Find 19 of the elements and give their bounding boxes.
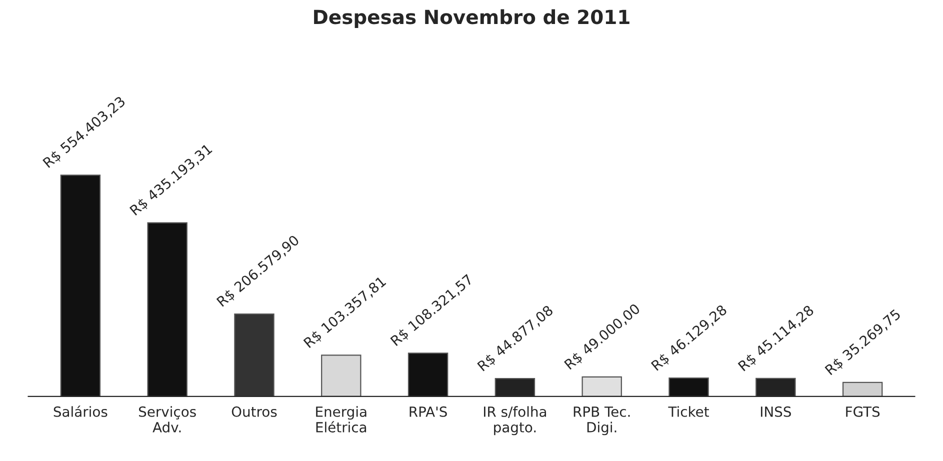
- bar: [321, 354, 362, 396]
- bar: [60, 174, 101, 396]
- x-tick-label: INSS: [760, 406, 791, 417]
- x-tick-label: Outros: [232, 406, 277, 417]
- bar: [408, 352, 448, 396]
- x-tick-label: Ticket: [668, 406, 709, 417]
- bar: [234, 313, 274, 396]
- x-tick-label: Salários: [54, 406, 108, 417]
- x-tick-label: FGTS: [846, 406, 880, 417]
- bar: [668, 377, 709, 396]
- bar: [842, 382, 883, 396]
- chart-title: Despesas Novembro de 2011: [314, 9, 630, 28]
- bar: [582, 376, 622, 396]
- x-tick-label: RPB Tec. Digi.: [574, 406, 630, 436]
- x-tick-label: Energia Elétrica: [316, 406, 366, 432]
- bar: [147, 222, 188, 396]
- x-tick-label: RPA'S: [410, 406, 447, 417]
- x-tick-label: IR s/folha pagto.: [484, 406, 546, 436]
- x-tick-label: Serviços Adv.: [138, 406, 196, 432]
